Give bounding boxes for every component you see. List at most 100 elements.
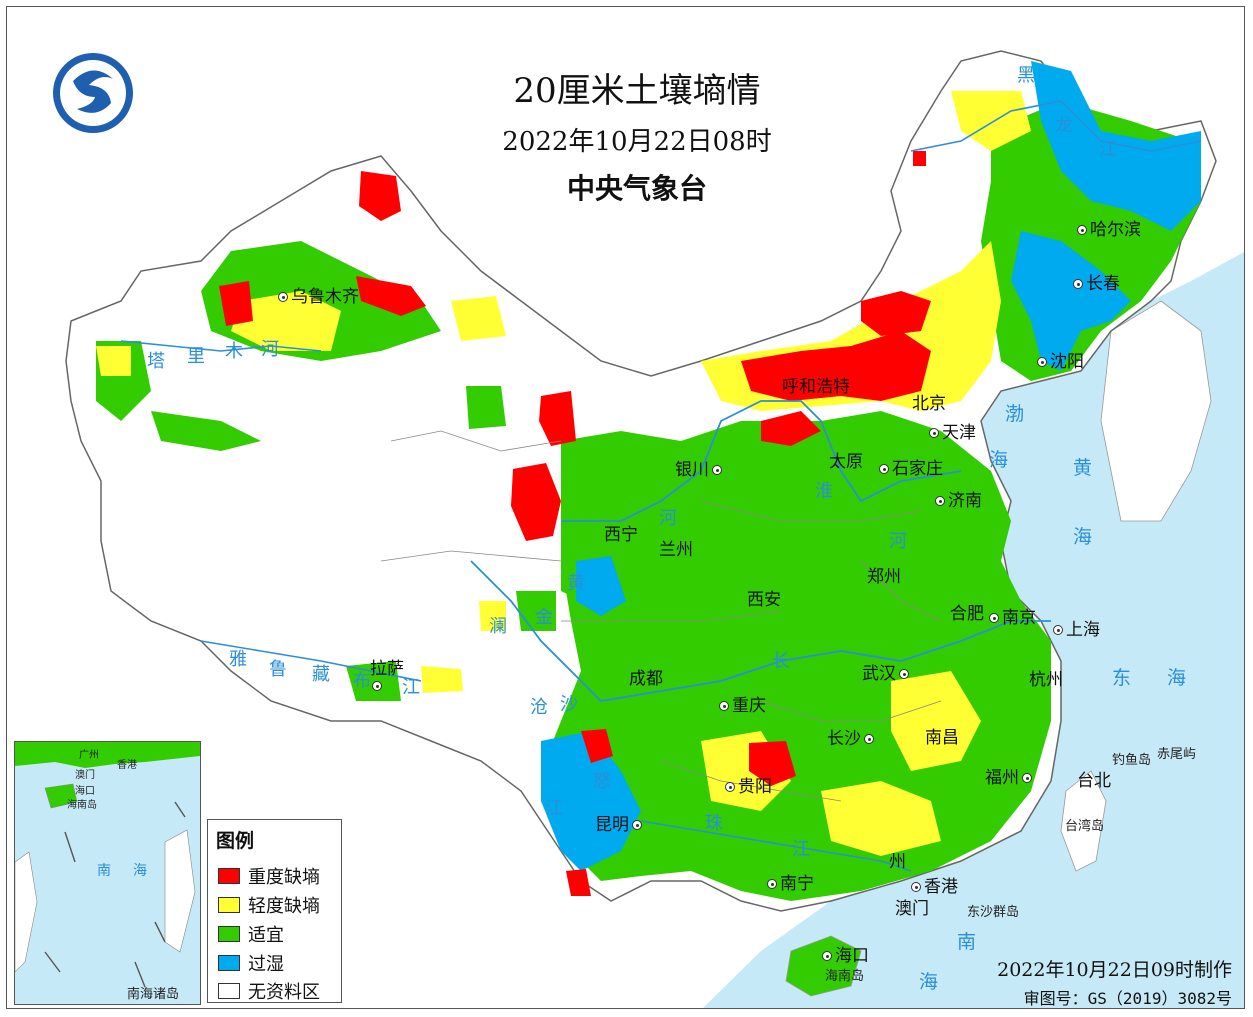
- river-label-changjiang-2: 江: [545, 798, 563, 819]
- inset-label-guangzhou: 广州: [79, 750, 99, 761]
- sea-label-southsea-1: 南: [957, 931, 977, 953]
- severe-deficit-heilongjiang: [913, 151, 926, 166]
- city-lhasa-marker: [372, 676, 385, 696]
- severe-deficit-xinjiang-3: [219, 281, 253, 326]
- inset-label-hainan: 海南岛: [67, 800, 97, 811]
- city-marker-icon: [1037, 357, 1047, 367]
- city-marker-icon: [1077, 225, 1087, 235]
- yangtze-river-line: [470, 560, 1051, 702]
- city-marker-icon: [1022, 773, 1032, 783]
- river-label-nu-1: 怒: [593, 771, 611, 792]
- river-label-yalu-4: 布: [353, 671, 371, 692]
- river-label-heilong-1: 黑: [1017, 65, 1035, 86]
- river-label-tarim-1: 塔: [147, 351, 165, 372]
- city-jinan: 济南: [935, 486, 982, 511]
- city-lanzhou: 兰州: [659, 540, 693, 560]
- sea-label-eastsea-1: 东: [1112, 667, 1132, 689]
- city-guangzhou: 州: [889, 852, 906, 872]
- city-nanning: 南宁: [767, 869, 814, 894]
- city-xining: 西宁: [604, 525, 638, 545]
- river-label-yalu-5: 江: [402, 677, 420, 698]
- river-label-huai-1: 淮: [815, 481, 833, 502]
- river-label-yalu-1: 雅: [229, 649, 247, 670]
- city-tianjin: 天津: [929, 418, 976, 443]
- legend-item-wet: 过湿: [218, 951, 284, 975]
- city-harbin: 哈尔滨: [1077, 215, 1141, 240]
- sea-label-yellowsea-1: 黄: [1073, 457, 1093, 479]
- light-deficit-tibet: [421, 666, 463, 693]
- city-marker-icon: [911, 882, 921, 892]
- legend-item-severe: 重度缺墒: [218, 864, 320, 888]
- city-chongqing: 重庆: [719, 691, 766, 716]
- city-marker-icon: [879, 464, 889, 474]
- river-label-heilong-2: 龙: [1055, 115, 1073, 136]
- severe-deficit-xinjiang-2: [356, 276, 426, 316]
- city-xian: 西安: [747, 590, 781, 610]
- light-deficit-northeast: [951, 91, 1031, 151]
- city-nanjing: 南京: [989, 603, 1036, 628]
- river-label-tarim-4: 河: [261, 339, 279, 360]
- city-marker-icon: [989, 613, 999, 623]
- city-shenyang: 沈阳: [1037, 347, 1084, 372]
- legend-swatch-nodata: [218, 983, 240, 999]
- legend-title: 图例: [216, 830, 255, 852]
- city-marker-icon: [1053, 625, 1063, 635]
- province-borders: [380, 430, 942, 802]
- city-hefei: 合肥: [950, 604, 984, 624]
- severe-deficit-qinghai: [511, 463, 561, 541]
- wet-zone-yunnan: [541, 731, 641, 871]
- light-deficit-jiangxi: [891, 671, 981, 771]
- inset-map: [15, 742, 200, 988]
- yarlung-river-line: [200, 640, 422, 682]
- river-label-huanghe-1: 黄: [567, 573, 585, 594]
- river-label-huanghe-2: 河: [659, 508, 677, 529]
- tarim-river-line: [120, 340, 322, 352]
- river-label-jinsha-1: 金: [535, 607, 553, 628]
- severe-deficit-northbeijing: [861, 291, 931, 336]
- light-deficit-xinjiang-west: [96, 346, 131, 376]
- legend-item-nodata: 无资料区: [218, 979, 320, 1003]
- legend: 图例 重度缺墒 轻度缺墒 适宜 过湿 无资料区: [207, 819, 342, 1003]
- city-yinchuan: 银川: [675, 455, 725, 480]
- island-label-dongsha: 东沙群岛: [967, 905, 1020, 920]
- city-lhasa: 拉萨: [370, 659, 404, 679]
- inset-label-macau: 澳门: [75, 770, 95, 781]
- legend-swatch-severe: [218, 868, 240, 884]
- city-marker-icon: [278, 292, 288, 302]
- city-kunming: 昆明: [595, 810, 645, 835]
- city-chengdu: 成都: [629, 669, 663, 689]
- river-label-heilong-3: 江: [1099, 139, 1117, 160]
- river-label-jinsha-2: 沙: [560, 694, 578, 715]
- suitable-zone-tarim-south: [151, 411, 261, 451]
- city-nanchang: 南昌: [925, 728, 959, 748]
- yellow-river-line: [561, 400, 962, 522]
- footer-made-time: 2022年10月22日09时制作: [997, 959, 1232, 981]
- pearl-river-line: [640, 820, 912, 872]
- light-deficit-guangdong: [821, 781, 941, 856]
- city-hongkong: 香港: [911, 872, 958, 897]
- city-macau: 澳门: [895, 899, 929, 919]
- legend-item-suitable: 适宜: [218, 922, 284, 946]
- severe-deficit-xinjiang-1: [359, 171, 401, 221]
- footer-review-number: 审图号：GS（2019）3082号: [1023, 989, 1232, 1008]
- river-label-lancang-2: 沧: [530, 697, 548, 718]
- city-urumqi: 乌鲁木齐: [278, 282, 359, 307]
- city-marker-icon: [899, 669, 909, 679]
- wet-zone-northeast-2: [1011, 231, 1131, 371]
- city-changsha: 长沙: [827, 724, 877, 749]
- river-label-tarim-2: 里: [187, 346, 205, 367]
- severe-deficit-yunnan-1: [581, 729, 613, 763]
- inset-label-haikou: 海口: [75, 786, 95, 797]
- city-marker-icon: [712, 465, 722, 475]
- city-marker-icon: [372, 681, 382, 691]
- city-marker-icon: [822, 951, 832, 961]
- city-changchun: 长春: [1073, 269, 1120, 294]
- taiwan-land: [1060, 770, 1107, 872]
- inset-sea-label-1: 南: [97, 863, 111, 879]
- severe-deficit-yunnan-2: [566, 869, 591, 896]
- city-marker-icon: [864, 734, 874, 744]
- city-marker-icon: [719, 701, 729, 711]
- city-marker-icon: [929, 428, 939, 438]
- city-beijing: 北京: [912, 394, 946, 414]
- city-zhengzhou: 郑州: [867, 567, 901, 587]
